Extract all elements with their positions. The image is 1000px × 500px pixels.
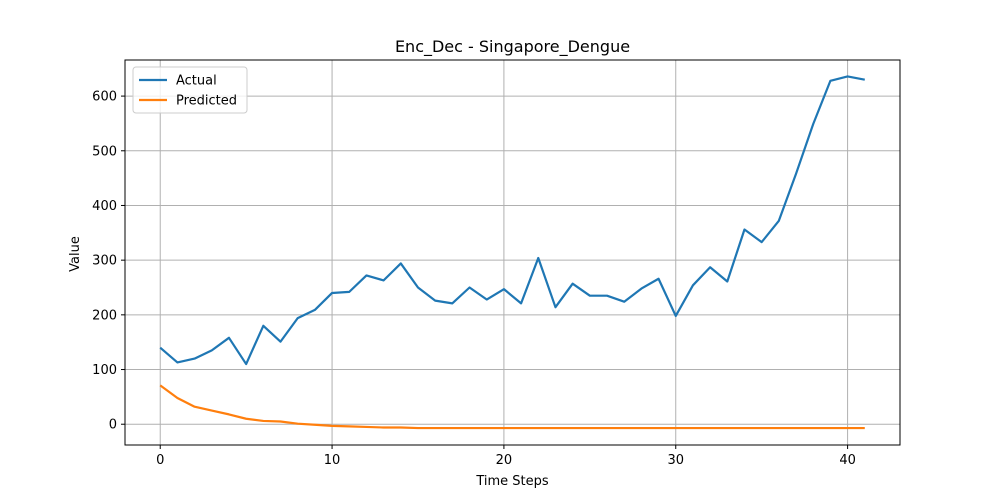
plot-frame <box>124 59 901 446</box>
series-line-actual <box>159 75 865 366</box>
y-tick-label: 200 <box>92 308 117 323</box>
chart-title: Enc_Dec - Singapore_Dengue <box>395 37 630 57</box>
legend: Actual Predicted <box>132 66 248 114</box>
y-tick-label: 500 <box>92 144 117 159</box>
y-axis-label: Value <box>68 236 83 272</box>
y-tick-label: 600 <box>92 90 117 105</box>
x-tick-label: 30 <box>667 453 684 468</box>
legend-box <box>132 66 248 114</box>
y-tick-label: 100 <box>92 363 117 378</box>
grid-lines <box>125 60 900 445</box>
legend-label: Actual <box>176 74 217 89</box>
y-tick-label: 400 <box>92 199 117 214</box>
y-tick-label: 300 <box>92 254 117 269</box>
x-axis: 0 10 20 30 40 <box>156 445 856 468</box>
x-axis-label: Time Steps <box>475 474 549 489</box>
x-tick-label: 10 <box>324 453 341 468</box>
x-tick-label: 40 <box>839 453 856 468</box>
legend-label: Predicted <box>176 94 237 109</box>
y-axis: 0 100 200 300 400 500 600 <box>92 90 125 433</box>
x-tick-label: 0 <box>156 453 164 468</box>
y-tick-label: 0 <box>109 418 117 433</box>
x-tick-label: 20 <box>496 453 513 468</box>
series-line-predicted <box>159 384 865 430</box>
series-layer <box>159 75 865 430</box>
